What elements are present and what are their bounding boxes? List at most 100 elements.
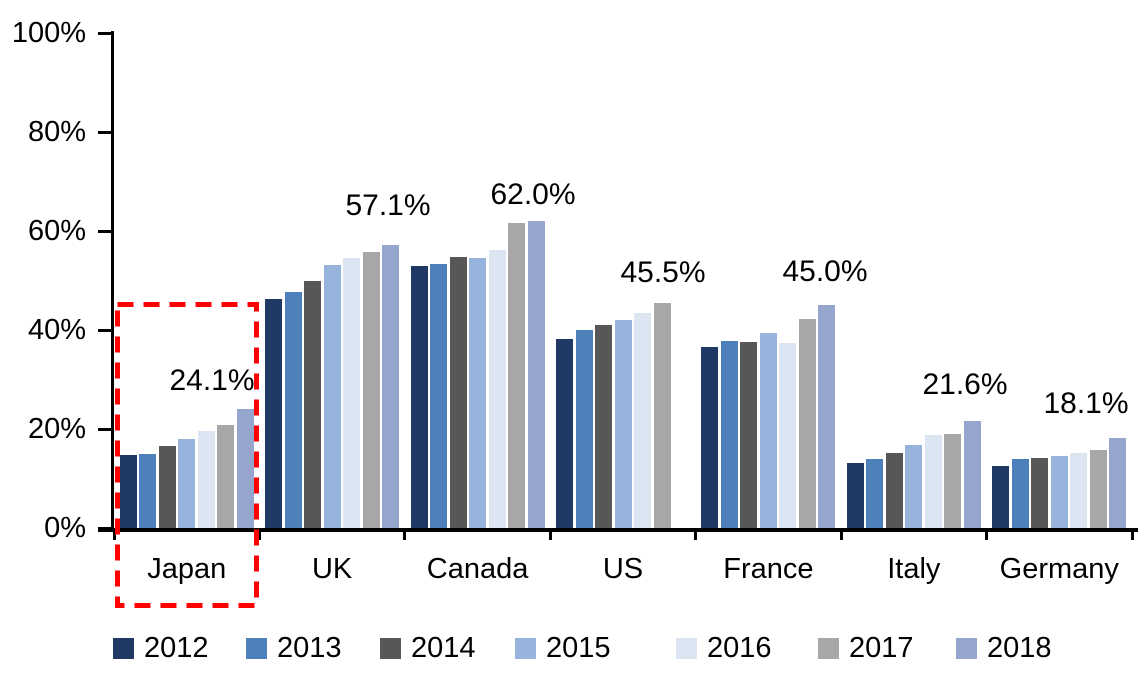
y-tick-label: 60%	[27, 214, 86, 247]
legend-label: 2013	[277, 631, 342, 664]
data-value-label: 45.0%	[782, 255, 868, 288]
bar-uk-2013	[284, 291, 302, 528]
bar-italy-2018	[963, 421, 981, 528]
y-tick-mark	[98, 130, 113, 134]
bar-italy-2016	[924, 434, 942, 528]
x-axis-line	[98, 528, 1138, 532]
bar-uk-2018	[382, 245, 400, 528]
legend-swatch-icon	[818, 637, 839, 659]
data-value-label: 18.1%	[1043, 387, 1129, 420]
legend-item-2015: 2015	[515, 630, 611, 666]
bar-france-2013	[720, 340, 738, 528]
y-tick-mark	[98, 328, 113, 332]
data-value-label: 57.1%	[345, 189, 431, 222]
bar-us-2012	[556, 339, 573, 528]
bar-japan-2016	[197, 430, 215, 528]
bar-canada-2016	[488, 250, 506, 528]
y-axis-line	[111, 31, 114, 528]
bar-us-2017	[653, 302, 671, 528]
bar-italy-2013	[866, 458, 884, 528]
legend-label: 2016	[707, 631, 772, 664]
bar-japan-2012	[119, 454, 137, 528]
y-tick-mark	[98, 427, 113, 431]
legend-swatch-icon	[380, 637, 401, 659]
category-label-france: France	[723, 553, 814, 585]
y-tick-label: 20%	[27, 412, 86, 445]
x-group-tick	[112, 528, 116, 540]
x-group-tick	[985, 528, 989, 540]
data-value-label: 21.6%	[922, 368, 1008, 401]
bar-germany-2013	[1011, 458, 1029, 528]
legend-item-2018: 2018	[956, 630, 1052, 666]
x-group-tick	[403, 528, 407, 540]
data-value-label: 24.1%	[169, 364, 255, 397]
bar-canada-2018	[527, 221, 545, 528]
category-label-germany: Germany	[999, 553, 1119, 585]
bar-germany-2012	[992, 466, 1010, 528]
x-group-tick	[548, 528, 552, 540]
bar-us-2015	[614, 319, 632, 528]
legend-label: 2018	[987, 631, 1052, 664]
bar-us-2013	[575, 330, 593, 528]
legend-item-2014: 2014	[380, 630, 476, 666]
x-group-tick	[839, 528, 843, 540]
bar-uk-2012	[265, 298, 283, 528]
legend-label: 2017	[849, 631, 914, 664]
bar-japan-2014	[158, 446, 176, 528]
x-group-tick	[257, 528, 261, 540]
bar-germany-2016	[1070, 453, 1088, 528]
bar-uk-2015	[323, 264, 341, 528]
x-group-tick	[694, 528, 698, 540]
bar-japan-2017	[217, 425, 235, 528]
bar-uk-2014	[304, 280, 322, 528]
legend-swatch-icon	[956, 637, 977, 659]
legend-item-2013: 2013	[246, 630, 342, 666]
bar-canada-2012	[410, 265, 428, 528]
y-tick-label: 80%	[27, 115, 86, 148]
y-tick-mark	[98, 229, 113, 233]
bar-japan-2013	[139, 453, 157, 528]
legend-swatch-icon	[676, 637, 697, 659]
bar-germany-2018	[1109, 438, 1127, 528]
bar-germany-2014	[1031, 457, 1049, 528]
bar-italy-2015	[905, 445, 923, 528]
legend-label: 2014	[411, 631, 476, 664]
bar-france-2018	[818, 305, 836, 528]
bar-france-2015	[759, 333, 777, 528]
bar-italy-2012	[846, 462, 864, 528]
y-tick-label: 0%	[44, 511, 86, 544]
bar-france-2012	[701, 347, 719, 528]
category-label-japan: Japan	[147, 553, 227, 585]
category-label-us: US	[602, 553, 644, 585]
legend-label: 2015	[546, 631, 611, 664]
legend-item-2016: 2016	[676, 630, 772, 666]
bar-france-2017	[798, 318, 816, 528]
legend-swatch-icon	[113, 637, 134, 659]
x-group-tick	[1130, 528, 1134, 540]
y-tick-mark	[98, 526, 113, 530]
bar-japan-2015	[178, 439, 196, 528]
legend-item-2017: 2017	[818, 630, 914, 666]
bar-germany-2017	[1089, 450, 1107, 528]
y-tick-label: 100%	[11, 16, 86, 49]
legend-swatch-icon	[515, 637, 536, 659]
bar-canada-2014	[449, 256, 467, 528]
data-value-label: 62.0%	[490, 178, 576, 211]
bar-us-2016	[634, 312, 651, 528]
bar-italy-2017	[944, 433, 962, 528]
bar-canada-2017	[508, 223, 526, 528]
bar-france-2014	[740, 341, 758, 528]
legend-item-2012: 2012	[113, 630, 209, 666]
bar-japan-2018	[236, 408, 254, 528]
category-label-italy: Italy	[887, 553, 941, 585]
bar-italy-2014	[885, 452, 903, 528]
legend-label: 2012	[144, 631, 209, 664]
bar-germany-2015	[1050, 455, 1068, 528]
bar-canada-2013	[430, 263, 448, 528]
legend-swatch-icon	[246, 637, 267, 659]
data-value-label: 45.5%	[620, 256, 706, 289]
category-label-canada: Canada	[426, 553, 529, 585]
y-tick-mark	[98, 31, 113, 35]
bar-uk-2017	[362, 252, 380, 528]
